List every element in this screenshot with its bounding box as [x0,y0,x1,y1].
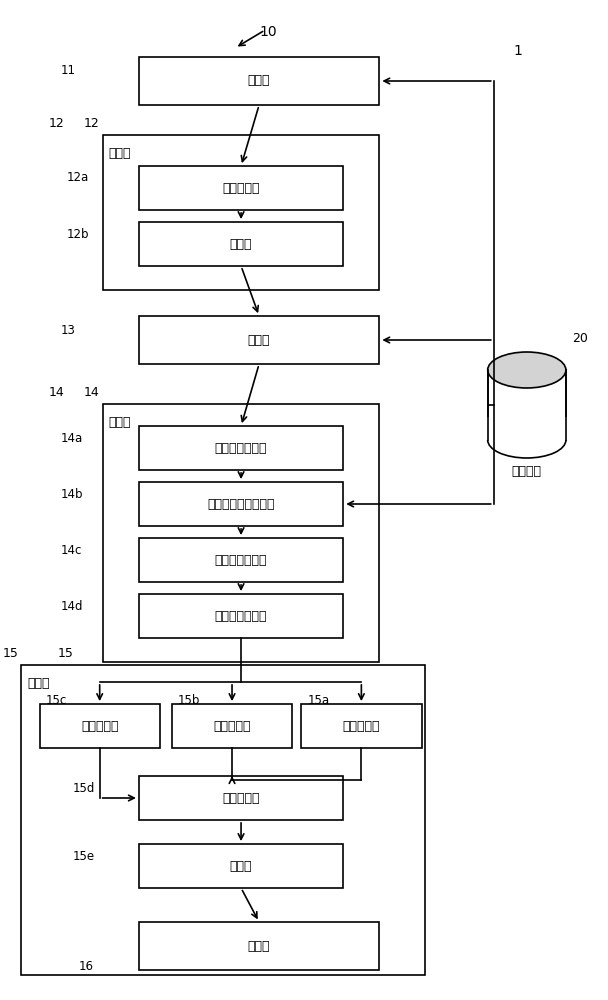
Text: 指针识别部: 指针识别部 [81,720,119,732]
Text: 15e: 15e [72,849,95,862]
Text: 15: 15 [2,647,18,660]
Text: 12a: 12a [67,171,89,184]
Text: 16: 16 [78,960,94,972]
Text: 读取部: 读取部 [27,677,50,690]
FancyBboxPatch shape [139,776,344,820]
Text: 13: 13 [61,324,75,336]
Text: 计量仪器种类决定部: 计量仪器种类决定部 [207,497,275,510]
Text: 14: 14 [49,386,64,399]
FancyBboxPatch shape [139,316,379,364]
Text: 数字区域提取部: 数字区域提取部 [215,442,268,454]
FancyBboxPatch shape [139,538,344,582]
FancyBboxPatch shape [482,417,572,440]
Text: 校正部: 校正部 [248,334,271,347]
Text: 提取部: 提取部 [109,147,131,160]
FancyBboxPatch shape [488,370,566,440]
Text: 12: 12 [49,117,64,130]
Ellipse shape [488,352,566,388]
Text: 受理部: 受理部 [248,75,271,88]
Text: 存储装置: 存储装置 [512,465,542,478]
FancyBboxPatch shape [139,222,344,266]
Text: 数字识别部: 数字识别部 [213,720,250,732]
Text: 20: 20 [572,332,588,345]
FancyBboxPatch shape [40,704,160,748]
FancyBboxPatch shape [139,922,379,970]
Text: 11: 11 [61,64,75,78]
FancyBboxPatch shape [139,594,344,638]
Text: 15b: 15b [178,694,200,708]
Text: 14b: 14b [61,488,83,500]
Text: 刻度识别部: 刻度识别部 [343,720,380,732]
FancyBboxPatch shape [139,166,344,210]
Text: 15d: 15d [72,782,95,794]
Text: 输出部: 输出部 [248,940,271,952]
FancyBboxPatch shape [172,704,292,748]
Text: 15: 15 [58,647,74,660]
Text: 14d: 14d [61,599,83,612]
Text: 刻度区域提取部: 刻度区域提取部 [215,554,268,566]
Text: 计算部: 计算部 [230,859,252,872]
Text: 10: 10 [259,25,277,39]
Text: 15c: 15c [46,694,67,708]
Text: 14: 14 [84,386,100,399]
Text: 提取部: 提取部 [109,416,131,429]
Text: 指针区域提取部: 指针区域提取部 [215,609,268,622]
Text: 14c: 14c [61,544,82,556]
Text: 14a: 14a [61,432,83,444]
Text: 选定部: 选定部 [230,237,252,250]
Text: 刻度接合部: 刻度接合部 [223,792,260,804]
FancyBboxPatch shape [139,482,344,526]
Text: 12: 12 [84,117,100,130]
FancyBboxPatch shape [139,57,379,105]
Ellipse shape [488,422,566,458]
Text: 轮廓提取部: 轮廓提取部 [223,182,260,194]
Text: 15a: 15a [307,694,330,708]
FancyBboxPatch shape [301,704,421,748]
Text: 12b: 12b [67,228,89,240]
FancyBboxPatch shape [139,844,344,888]
FancyBboxPatch shape [139,426,344,470]
Text: 1: 1 [513,44,522,58]
